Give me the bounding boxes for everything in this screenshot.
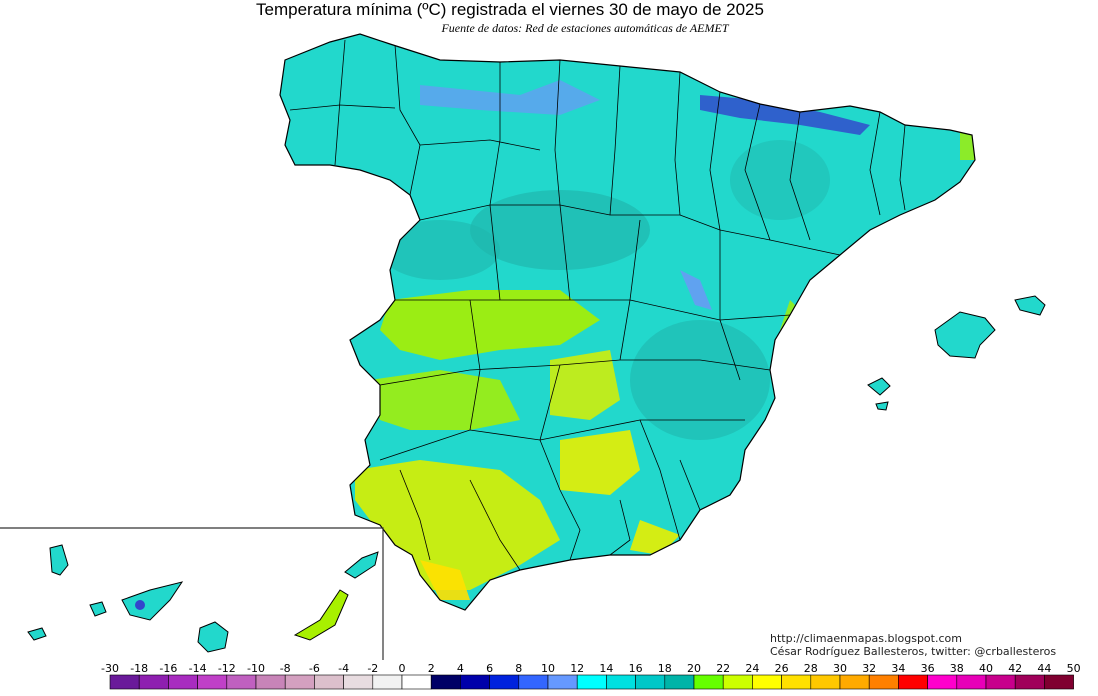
formentera <box>875 401 889 411</box>
legend-label: 20 <box>687 662 701 675</box>
gran-canaria <box>197 621 229 653</box>
legend-label: 4 <box>457 662 464 675</box>
legend-label: -30 <box>101 662 119 675</box>
legend-label: 26 <box>775 662 789 675</box>
legend-swatch <box>1014 674 1045 690</box>
legend-label: 40 <box>979 662 993 675</box>
map-subtitle: Fuente de datos: Red de estaciones autom… <box>441 21 729 35</box>
legend-swatch <box>810 674 841 690</box>
legend-swatch <box>606 674 636 690</box>
legend-label: 8 <box>515 662 522 675</box>
legend-label: -12 <box>218 662 236 675</box>
legend-swatch <box>372 674 403 690</box>
peninsula-region <box>279 33 976 611</box>
legend-label: 36 <box>921 662 935 675</box>
legend-swatch <box>518 674 549 690</box>
legend-swatch <box>1044 674 1074 690</box>
legend-label: 44 <box>1037 662 1051 675</box>
legend-swatch <box>839 674 870 690</box>
tenerife <box>121 581 184 621</box>
legend-swatch <box>868 674 899 690</box>
legend-label: 30 <box>833 662 847 675</box>
legend-swatch <box>693 674 724 690</box>
legend-label: 50 <box>1067 662 1081 675</box>
legend-swatch <box>430 674 461 690</box>
legend-label: 22 <box>716 662 730 675</box>
legend-swatch <box>664 674 695 690</box>
legend-swatch <box>956 674 987 690</box>
legend-label: 10 <box>541 662 555 675</box>
legend-label: -14 <box>189 662 207 675</box>
legend-label: 0 <box>399 662 406 675</box>
legend-swatch <box>752 674 782 690</box>
legend-label: 6 <box>486 662 493 675</box>
la-palma <box>49 544 69 576</box>
legend-swatch <box>284 674 315 690</box>
teide <box>135 600 145 610</box>
legend-label: -4 <box>338 662 349 675</box>
legend-label: -6 <box>309 662 320 675</box>
legend-swatch <box>781 674 812 690</box>
legend-label: 2 <box>428 662 435 675</box>
canary-islands-inset <box>0 527 384 660</box>
lanzarote <box>344 551 379 579</box>
legend-label: 42 <box>1008 662 1022 675</box>
legend-label: 24 <box>745 662 759 675</box>
legend-swatch <box>255 674 286 690</box>
legend-label: 14 <box>599 662 613 675</box>
legend-swatch <box>898 674 928 690</box>
legend-swatch <box>314 674 344 690</box>
legend-swatch <box>576 674 607 690</box>
legend-swatch <box>197 674 228 690</box>
legend-label: 18 <box>658 662 672 675</box>
inset-frame <box>0 527 384 660</box>
legend-swatch <box>401 674 432 690</box>
legend-label: 28 <box>804 662 818 675</box>
legend-swatch <box>489 674 520 690</box>
legend-swatch <box>547 674 578 690</box>
legend-label: 12 <box>570 662 584 675</box>
legend-swatch <box>109 674 140 690</box>
legend-swatch <box>226 674 257 690</box>
legend-swatch <box>168 674 198 690</box>
author-credit: César Rodríguez Ballesteros, twitter: @c… <box>770 645 1057 658</box>
map-title: Temperatura mínima (ºC) registrada el vi… <box>256 0 764 19</box>
ibiza <box>867 377 891 396</box>
legend-label: 32 <box>862 662 876 675</box>
temperature-legend: -30 -18 -16 -14 -12 -10 -8 -6 -4 -2 0 2 4 6 8 10 12 14 16 1… <box>101 662 1081 690</box>
legend-label: -2 <box>367 662 378 675</box>
fuerteventura <box>293 589 349 641</box>
el-hierro <box>27 627 47 641</box>
mallorca <box>934 311 996 359</box>
legend-swatch <box>635 674 666 690</box>
legend-label: 38 <box>950 662 964 675</box>
legend-swatch <box>343 674 374 690</box>
legend-swatch <box>460 674 490 690</box>
temperature-map <box>0 33 1046 660</box>
legend-swatch <box>985 674 1016 690</box>
blog-credit: http://climaenmapas.blogspot.com <box>770 632 962 645</box>
legend-swatch <box>722 674 753 690</box>
legend-label: 16 <box>629 662 643 675</box>
legend-swatch <box>927 674 958 690</box>
legend-label: -18 <box>130 662 148 675</box>
legend-label: -8 <box>280 662 291 675</box>
legend-label: 34 <box>891 662 905 675</box>
menorca <box>1014 295 1046 316</box>
la-gomera <box>89 601 107 617</box>
balearic-islands <box>867 295 1046 411</box>
legend-label: -16 <box>159 662 177 675</box>
legend-label: -10 <box>247 662 265 675</box>
legend-swatch <box>138 674 169 690</box>
